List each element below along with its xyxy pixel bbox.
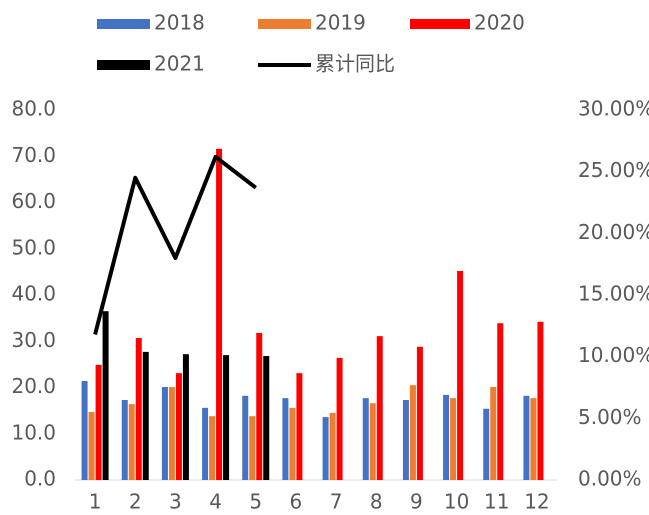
legend-swatch [410,19,470,29]
y-tick-label: 70.0 [11,143,56,167]
bar [537,321,544,480]
bar [249,416,256,480]
bar [209,416,216,480]
legend-label: 2018 [154,11,205,35]
bar [121,399,128,480]
y-tick-label: 0.0 [24,467,56,491]
y2-tick-label: 5.00% [578,405,642,429]
bar [175,373,182,480]
legend-label: 2019 [315,11,366,35]
bar [530,398,537,480]
bar [409,385,416,480]
x-tick-label: 7 [330,490,343,514]
bar [443,394,450,480]
y-tick-label: 30.0 [11,328,56,352]
bar [282,398,289,480]
bar [263,356,270,480]
x-tick-label: 9 [410,490,423,514]
y-tick-label: 20.0 [11,374,56,398]
x-tick-label: 4 [209,490,222,514]
x-tick-label: 5 [249,490,262,514]
bar [168,387,175,480]
bar [81,381,88,480]
y-tick-label: 40.0 [11,282,56,306]
y2-tick-label: 20.00% [578,220,649,244]
bar [329,412,336,480]
bar [95,364,102,480]
bar [402,399,409,480]
x-tick-label: 1 [89,490,102,514]
bar [490,387,497,480]
bar [161,387,168,480]
y-tick-label: 80.0 [11,97,56,121]
x-tick-label: 12 [524,490,549,514]
bar [450,398,457,480]
x-tick-label: 3 [169,490,182,514]
x-tick-label: 6 [290,490,303,514]
bar [242,395,249,480]
bar [336,357,343,480]
x-tick-label: 11 [484,490,509,514]
x-tick-label: 2 [129,490,142,514]
bar [256,332,263,480]
line [93,154,257,335]
bar [135,338,142,480]
bar [497,323,504,480]
y2-tick-label: 25.00% [578,158,649,182]
bar [296,373,303,480]
x-tick-label: 10 [444,490,469,514]
legend-label: 累计同比 [315,52,395,76]
bar [216,148,223,480]
y2-tick-label: 10.00% [578,343,649,367]
y2-tick-label: 0.00% [578,467,642,491]
bar [289,407,296,480]
bar [362,398,369,480]
bar [457,270,464,480]
y2-tick-label: 15.00% [578,282,649,306]
bar [182,354,189,480]
legend-label: 2020 [474,11,525,35]
legend-label: 2021 [154,52,205,76]
bar [322,417,329,480]
bar [88,412,95,480]
bar [102,311,109,480]
x-tick-label: 8 [370,490,383,514]
bar [416,346,423,480]
bar [376,336,383,480]
bar [142,351,149,480]
y-tick-label: 10.0 [11,420,56,444]
y2-tick-label: 30.00% [578,97,649,121]
legend-swatch [97,60,150,70]
bar [483,408,490,480]
legend-swatch [97,19,150,29]
bar [202,407,209,480]
bar [223,355,230,480]
y-tick-label: 60.0 [11,189,56,213]
bar [128,404,135,480]
bar [369,403,376,480]
bar [523,395,530,480]
y-tick-label: 50.0 [11,235,56,259]
legend-swatch [258,19,311,29]
